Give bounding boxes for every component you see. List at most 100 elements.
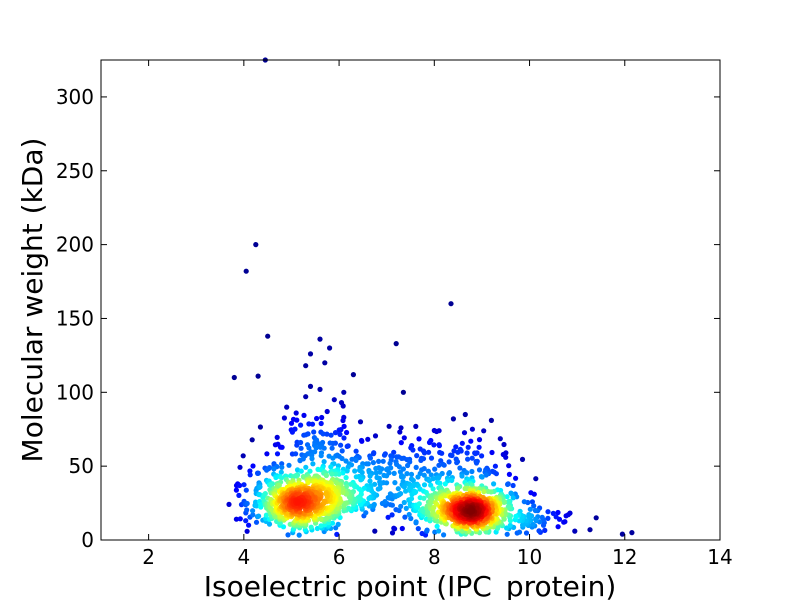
data-point	[247, 468, 253, 474]
data-point	[310, 461, 316, 467]
data-point	[314, 525, 320, 532]
data-point	[410, 447, 416, 453]
data-point	[370, 460, 376, 466]
data-point	[389, 502, 395, 508]
data-point	[550, 510, 556, 516]
data-point	[416, 501, 422, 507]
data-point	[298, 445, 304, 451]
data-point	[244, 500, 250, 507]
data-point	[371, 451, 377, 457]
data-point	[572, 528, 578, 534]
data-point	[341, 423, 347, 429]
data-point	[323, 472, 329, 479]
data-point	[233, 487, 239, 493]
data-point	[237, 482, 243, 489]
x-tick-label: 6	[333, 545, 346, 569]
data-point	[539, 514, 545, 520]
data-point	[457, 465, 463, 471]
data-point	[317, 386, 323, 392]
data-point	[296, 532, 302, 538]
x-tick-label: 2	[142, 545, 155, 569]
data-point	[542, 527, 548, 534]
data-point	[510, 482, 516, 489]
data-point	[401, 499, 407, 506]
data-point	[489, 449, 495, 456]
data-point	[237, 516, 243, 522]
data-point	[318, 420, 324, 427]
data-point	[426, 449, 432, 455]
data-point	[459, 473, 465, 479]
data-point	[285, 532, 291, 538]
data-point	[358, 477, 364, 483]
data-point	[391, 525, 397, 531]
data-point	[479, 453, 485, 459]
data-point	[449, 452, 455, 459]
data-point	[400, 474, 406, 480]
data-point	[396, 507, 402, 514]
data-point	[400, 389, 406, 395]
data-point	[488, 417, 494, 423]
data-point	[353, 457, 359, 463]
data-point	[257, 484, 263, 490]
data-point	[340, 403, 346, 409]
data-point	[459, 528, 465, 534]
data-point	[329, 471, 335, 477]
data-point	[476, 444, 482, 450]
data-point	[408, 471, 415, 477]
data-point	[464, 450, 470, 456]
data-point	[526, 513, 532, 520]
data-point	[288, 420, 295, 426]
data-point	[322, 360, 328, 366]
data-point	[395, 486, 401, 492]
data-point	[497, 436, 503, 442]
data-point	[244, 528, 250, 534]
data-point	[305, 480, 311, 486]
data-point	[298, 439, 304, 446]
data-point	[335, 521, 341, 528]
data-point	[321, 459, 327, 465]
data-point	[563, 513, 569, 519]
data-point	[339, 455, 345, 462]
data-point	[408, 496, 415, 502]
data-point	[464, 470, 470, 476]
data-point	[336, 427, 342, 433]
data-point	[333, 488, 339, 494]
data-point	[430, 486, 436, 492]
data-point	[415, 526, 421, 532]
data-point	[523, 530, 530, 536]
data-point	[250, 463, 256, 469]
data-point	[419, 530, 425, 537]
data-point	[536, 528, 542, 534]
data-point	[532, 507, 539, 514]
data-point	[264, 451, 270, 457]
data-point	[451, 448, 457, 454]
data-point	[406, 511, 412, 518]
data-point	[303, 394, 309, 400]
data-point	[324, 408, 330, 415]
data-point	[328, 432, 334, 438]
data-point	[340, 470, 346, 476]
data-point	[255, 373, 261, 379]
data-point	[247, 472, 253, 478]
plot-area	[101, 60, 720, 540]
data-point	[265, 333, 271, 339]
data-point	[506, 471, 512, 477]
data-point	[469, 468, 475, 475]
data-point	[320, 431, 326, 437]
data-point	[381, 452, 388, 458]
data-point	[527, 506, 533, 512]
data-point	[504, 494, 510, 500]
data-point	[413, 464, 419, 470]
data-point	[473, 460, 480, 466]
data-point	[236, 492, 242, 498]
data-points	[226, 57, 635, 538]
data-point	[273, 474, 279, 481]
data-point	[434, 523, 440, 529]
data-point	[462, 486, 468, 492]
data-point	[377, 481, 383, 487]
data-point	[306, 445, 312, 451]
data-point	[494, 524, 501, 530]
x-tick-label: 12	[612, 545, 637, 569]
data-point	[328, 464, 334, 470]
data-point	[441, 532, 447, 538]
